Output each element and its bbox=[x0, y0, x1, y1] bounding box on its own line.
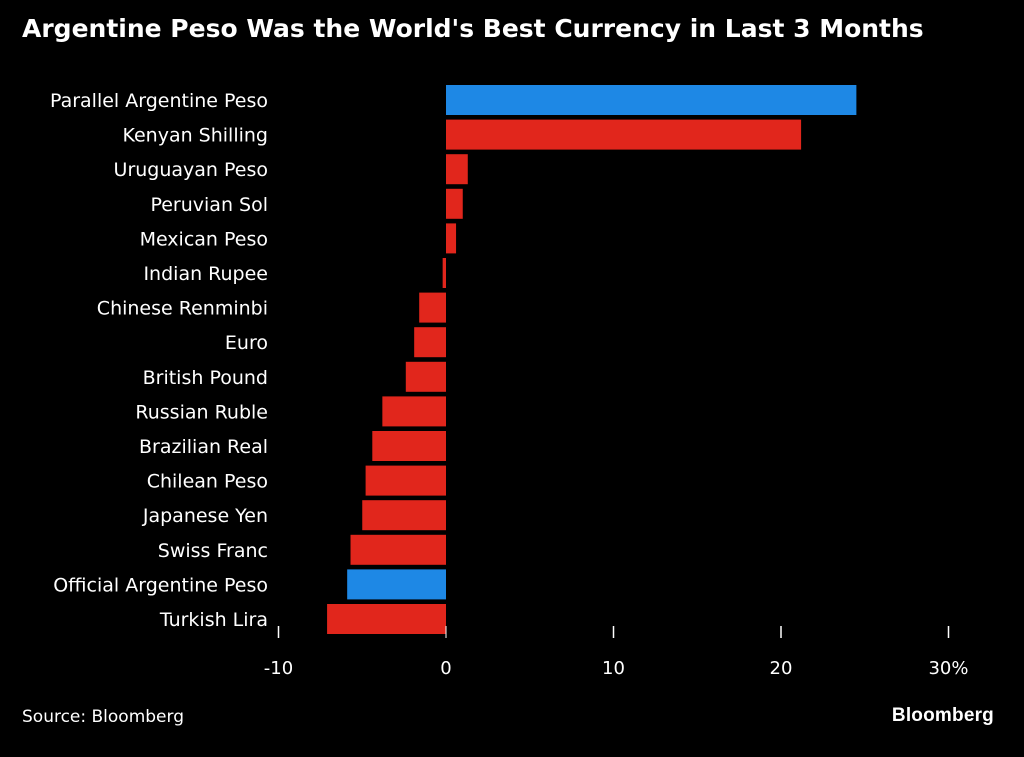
bar-chilean-peso bbox=[365, 465, 446, 496]
category-label-brazilian-real: Brazilian Real bbox=[139, 436, 268, 458]
x-tick-label: 20 bbox=[770, 658, 793, 679]
bar-chinese-renminbi bbox=[419, 292, 446, 323]
category-label-mexican-peso: Mexican Peso bbox=[140, 228, 268, 250]
category-label-indian-rupee: Indian Rupee bbox=[143, 263, 268, 285]
category-label-russian-ruble: Russian Ruble bbox=[135, 401, 268, 423]
bar-turkish-lira bbox=[327, 604, 446, 634]
bar-peruvian-sol bbox=[446, 188, 463, 219]
category-label-euro: Euro bbox=[225, 332, 268, 354]
category-label-peruvian-sol: Peruvian Sol bbox=[150, 194, 268, 216]
bar-chart: Parallel Argentine Peso Kenyan Shilling Ur… bbox=[50, 85, 969, 679]
bar-uruguayan-peso bbox=[446, 154, 468, 185]
category-label-kenyan-shilling: Kenyan Shilling bbox=[122, 125, 268, 147]
category-label-japanese-yen: Japanese Yen bbox=[142, 505, 268, 527]
bar-japanese-yen bbox=[362, 500, 446, 531]
bar-brazilian-real bbox=[372, 431, 446, 461]
bar-russian-ruble bbox=[382, 396, 446, 427]
category-label-chilean-peso: Chilean Peso bbox=[147, 471, 268, 493]
category-label-uruguayan-peso: Uruguayan Peso bbox=[114, 159, 268, 181]
bar-euro bbox=[414, 327, 446, 358]
category-label-british-pound: British Pound bbox=[143, 367, 268, 389]
category-label-chinese-renminbi: Chinese Renminbi bbox=[97, 298, 268, 320]
x-tick-label: 30% bbox=[928, 658, 968, 679]
x-tick-label: -10 bbox=[264, 658, 293, 679]
source-note: Source: Bloomberg bbox=[22, 707, 184, 727]
bar-british-pound bbox=[405, 361, 446, 392]
category-label-official-argentine-peso: Official Argentine Peso bbox=[53, 574, 268, 596]
x-tick-label: 0 bbox=[440, 658, 451, 679]
bar-swiss-franc bbox=[350, 534, 446, 565]
bar-mexican-peso bbox=[446, 223, 457, 254]
x-tick-label: 10 bbox=[602, 658, 625, 679]
category-label-swiss-franc: Swiss Franc bbox=[158, 540, 268, 562]
bloomberg-logo: Bloomberg bbox=[891, 705, 994, 726]
bar-indian-rupee bbox=[442, 258, 446, 288]
bar-kenyan-shilling bbox=[446, 119, 802, 150]
bar-parallel-argentine-peso bbox=[446, 85, 857, 115]
bar-official-argentine-peso bbox=[347, 569, 446, 600]
category-label-turkish-lira: Turkish Lira bbox=[159, 609, 268, 631]
category-label-parallel-argentine-peso: Parallel Argentine Peso bbox=[50, 90, 268, 112]
chart-title: Argentine Peso Was the World's Best Curr… bbox=[22, 14, 924, 43]
